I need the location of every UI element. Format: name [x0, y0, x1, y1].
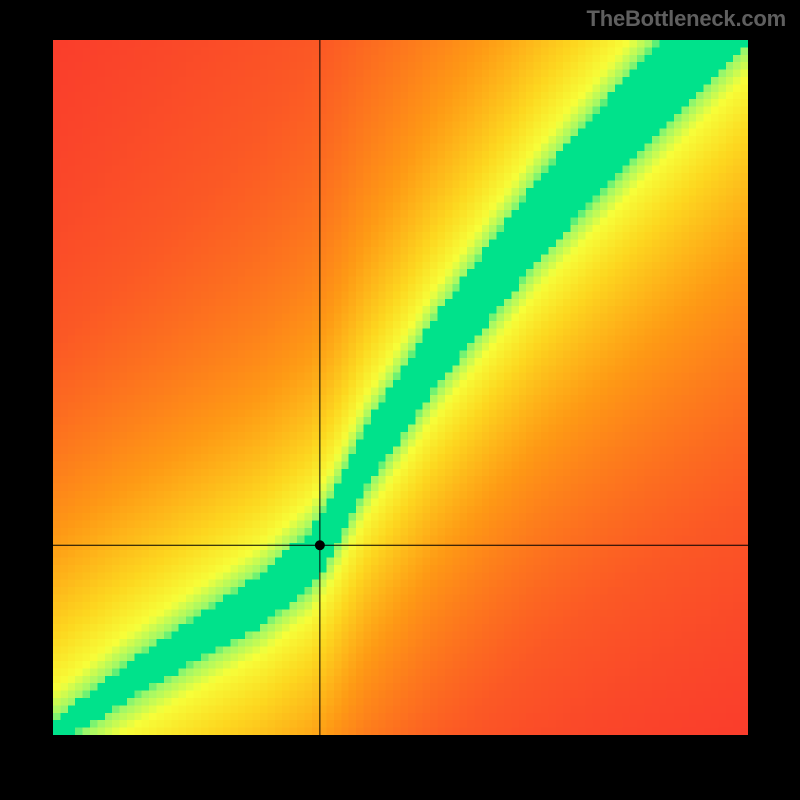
- heatmap-plot: [53, 40, 748, 735]
- heatmap-canvas: [53, 40, 748, 735]
- watermark-text: TheBottleneck.com: [586, 6, 786, 32]
